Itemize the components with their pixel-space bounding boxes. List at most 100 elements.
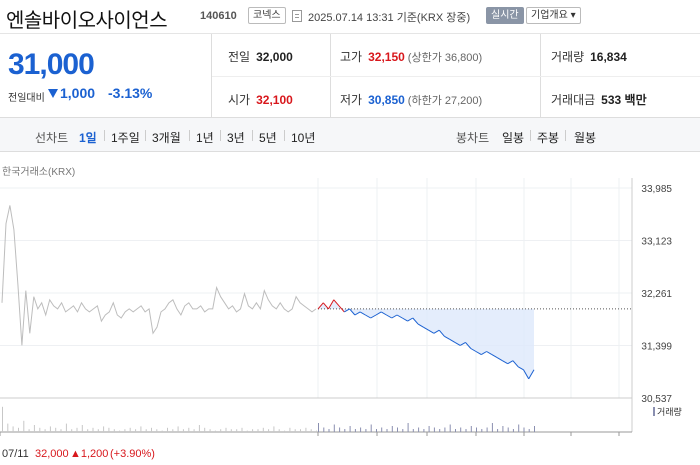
today-line-segment [375, 311, 382, 316]
volume-bar-today [323, 427, 325, 432]
tab-1d[interactable]: 1일 [79, 131, 97, 145]
tab-1y[interactable]: 1년 [196, 131, 214, 145]
volume-bar-today [328, 429, 330, 432]
volume-bar-today [476, 427, 477, 432]
volume-bar-today [518, 424, 520, 432]
tab-1w[interactable]: 1주일 [111, 131, 140, 145]
volume-bar [156, 429, 158, 432]
footer-change: ▲1,200 [70, 448, 109, 460]
volume-bar [119, 430, 121, 432]
today-line-segment [370, 314, 377, 319]
tab-daily-candle[interactable]: 일봉 [502, 131, 525, 145]
volume-bar [182, 429, 184, 432]
volume-bar [284, 430, 286, 432]
today-line-segment [407, 317, 414, 322]
today-line-segment [470, 348, 477, 352]
volume-bar [39, 427, 41, 432]
price-change-percent: -3.13% [108, 85, 153, 101]
volume-bar [113, 429, 115, 432]
volume-bar [214, 430, 216, 432]
company-info-dropdown[interactable]: 기업개요 ▾ [526, 7, 581, 24]
volume-bar [44, 429, 46, 432]
today-line-segment [449, 338, 456, 343]
volume-bar [268, 429, 270, 432]
volume-bar-today [402, 429, 404, 432]
volume-bar-today [449, 424, 451, 432]
volume-bar [300, 429, 301, 432]
prev-day-line [1, 205, 317, 346]
tab-3m[interactable]: 3개월 [152, 131, 181, 145]
volume-bar [28, 429, 30, 432]
volume-bar [103, 426, 105, 432]
volume-bar-today [381, 427, 383, 432]
today-line-segment [496, 357, 503, 362]
today-line-segment [523, 369, 530, 380]
today-line-segment [486, 351, 493, 356]
volume-bar-today [344, 429, 346, 432]
today-line-segment [517, 366, 524, 371]
y-tick-label: 31,399 [641, 342, 672, 353]
tab-5y[interactable]: 5년 [259, 131, 277, 145]
volume-bar [65, 423, 67, 432]
stock-code: 140610 [200, 10, 237, 22]
volume-bar-today [397, 427, 398, 432]
volume-bar-today [465, 429, 467, 432]
volume-bar [230, 429, 232, 432]
volume-bar [236, 429, 238, 432]
volume-bar [140, 426, 142, 432]
trading-volume: 거래량 16,834 [551, 50, 627, 64]
today-line-segment [380, 311, 387, 316]
volume-bar [7, 423, 9, 432]
today-line-segment [465, 342, 472, 349]
today-line-segment [402, 317, 408, 322]
volume-bar [18, 427, 19, 432]
volume-bar [225, 427, 227, 432]
volume-bar [209, 429, 211, 432]
today-line-segment [417, 323, 424, 328]
volume-bar [273, 426, 275, 432]
volume-bar-today [481, 429, 483, 432]
tab-3y[interactable]: 3년 [227, 131, 245, 145]
market-badge[interactable]: 코넥스 [248, 7, 286, 24]
y-tick-label: 30,537 [641, 394, 672, 405]
today-line-segment [386, 314, 393, 319]
volume-bar [305, 427, 307, 432]
change-label: 전일대비 [8, 93, 45, 104]
volume-bar-today [455, 429, 456, 432]
trading-value: 거래대금 533 백만 [551, 93, 647, 107]
today-line-segment [349, 308, 356, 316]
volume-bar [252, 429, 254, 432]
volume-bar [167, 427, 168, 432]
realtime-button[interactable]: 실시간 [486, 7, 524, 24]
current-price: 31,000 [8, 48, 95, 81]
today-line-segment [338, 305, 345, 313]
volume-bar-today [354, 429, 356, 432]
volume-bar [49, 426, 51, 432]
volume-bar-today [491, 423, 493, 432]
tab-weekly-candle[interactable]: 주봉 [537, 131, 560, 145]
today-line-segment [491, 354, 498, 359]
document-icon[interactable] [292, 10, 302, 22]
today-line-segment [438, 329, 445, 337]
volume-bar-today [339, 427, 341, 432]
volume-bar [198, 425, 200, 432]
today-line-segment [354, 311, 361, 316]
tab-10y[interactable]: 10년 [291, 131, 316, 145]
volume-bar-today [534, 426, 535, 432]
volume-bar [33, 425, 35, 432]
open-price: 시가 32,100 [228, 93, 293, 107]
today-line-segment [344, 308, 350, 313]
low-price: 저가 30,850 (하한가 27,200) [340, 93, 483, 107]
volume-bar-today [376, 429, 377, 432]
prev-close: 전일 32,000 [228, 50, 293, 64]
volume-bar [289, 427, 291, 432]
volume-bar-today [507, 427, 509, 432]
tab-monthly-candle[interactable]: 월봉 [574, 131, 597, 145]
volume-bar-today [433, 427, 435, 432]
volume-bar-today [502, 426, 504, 432]
today-line-segment [507, 360, 514, 365]
volume-bar-today [360, 427, 362, 432]
price-change: 1,000 [48, 85, 95, 101]
stock-name: 엔솔바이오사이언스 [6, 10, 168, 32]
